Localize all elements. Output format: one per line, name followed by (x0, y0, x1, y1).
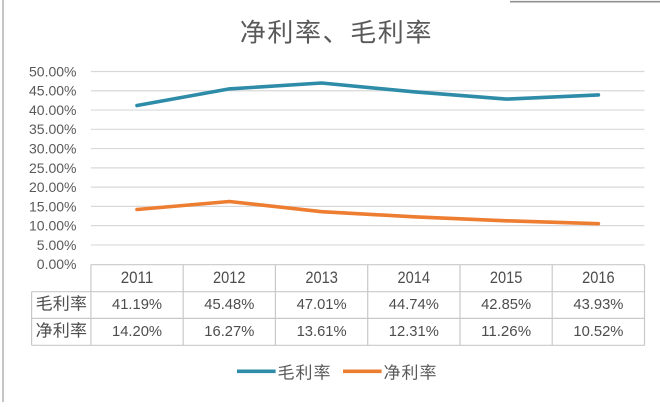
svg-text:16.27%: 16.27% (204, 323, 254, 340)
svg-text:12.31%: 12.31% (389, 323, 439, 340)
svg-text:45.00%: 45.00% (29, 83, 76, 99)
svg-text:10.00%: 10.00% (29, 218, 76, 234)
svg-text:13.61%: 13.61% (297, 323, 347, 340)
svg-text:45.48%: 45.48% (204, 296, 254, 313)
svg-text:2014: 2014 (398, 269, 431, 287)
svg-text:14.20%: 14.20% (112, 323, 162, 340)
svg-text:40.00%: 40.00% (29, 102, 76, 118)
svg-text:2013: 2013 (305, 269, 338, 287)
svg-text:0.00%: 0.00% (37, 256, 77, 272)
svg-text:2016: 2016 (582, 269, 615, 287)
svg-text:2011: 2011 (121, 269, 154, 287)
svg-text:11.26%: 11.26% (481, 323, 531, 340)
svg-text:25.00%: 25.00% (29, 160, 76, 176)
svg-text:47.01%: 47.01% (297, 296, 347, 313)
svg-text:50.00%: 50.00% (29, 63, 76, 79)
svg-text:10.52%: 10.52% (573, 323, 623, 340)
svg-text:20.00%: 20.00% (29, 179, 76, 195)
svg-text:35.00%: 35.00% (29, 121, 76, 137)
svg-text:41.19%: 41.19% (112, 296, 162, 313)
svg-text:43.93%: 43.93% (573, 296, 623, 313)
svg-text:2012: 2012 (213, 269, 246, 287)
svg-text:2015: 2015 (490, 269, 523, 287)
svg-text:44.74%: 44.74% (389, 296, 439, 313)
svg-text:30.00%: 30.00% (29, 141, 76, 157)
svg-text:5.00%: 5.00% (37, 237, 77, 253)
svg-text:15.00%: 15.00% (29, 198, 76, 214)
svg-text:42.85%: 42.85% (481, 296, 531, 313)
